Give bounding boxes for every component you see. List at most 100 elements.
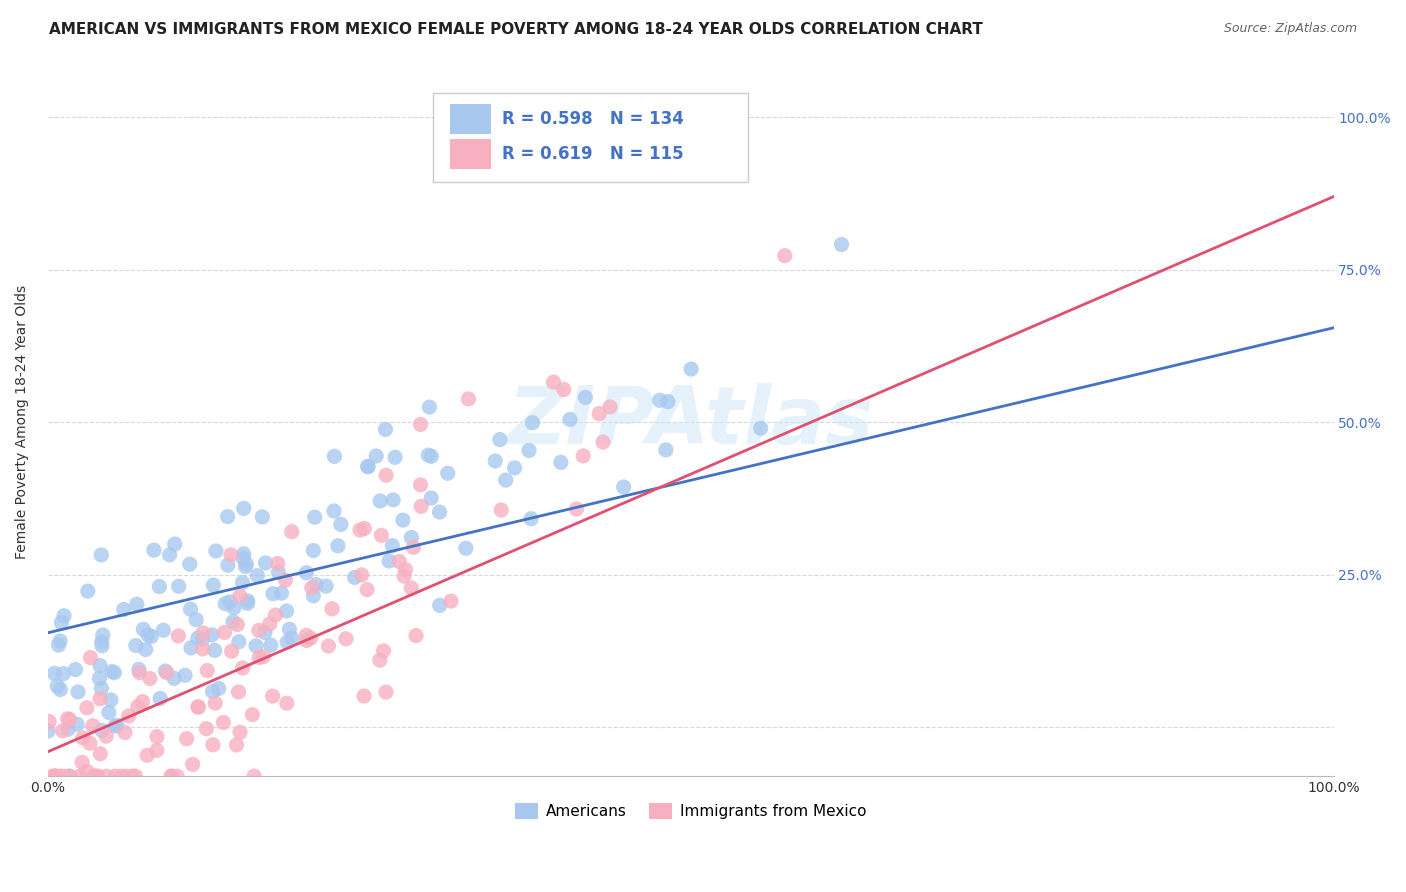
Point	[323, 504, 346, 518]
Point	[246, 568, 269, 582]
Point	[66, 717, 89, 731]
Point	[247, 624, 270, 638]
Point	[187, 699, 209, 714]
Point	[219, 548, 242, 562]
Point	[260, 638, 283, 652]
Point	[115, 769, 138, 783]
Point	[91, 639, 114, 653]
Text: ZIPAtlas: ZIPAtlas	[508, 384, 873, 461]
Point	[79, 650, 101, 665]
Point	[181, 757, 204, 772]
Point	[49, 682, 72, 697]
Point	[90, 723, 112, 738]
Text: R = 0.619   N = 115: R = 0.619 N = 115	[502, 145, 683, 163]
Point	[131, 695, 153, 709]
Point	[38, 714, 60, 729]
Point	[262, 587, 284, 601]
Point	[163, 671, 186, 685]
Point	[89, 671, 111, 685]
Point	[374, 422, 396, 436]
Point	[457, 392, 479, 406]
Point	[305, 577, 328, 591]
Point	[191, 641, 214, 656]
Point	[124, 769, 146, 783]
Point	[179, 557, 201, 571]
Point	[489, 503, 512, 517]
Point	[212, 715, 235, 730]
Point	[343, 570, 366, 584]
Point	[384, 450, 406, 465]
Point	[176, 731, 198, 746]
Point	[350, 568, 373, 582]
Point	[370, 528, 392, 542]
Point	[420, 491, 443, 505]
Point	[49, 769, 72, 783]
Point	[353, 689, 375, 703]
Point	[201, 628, 224, 642]
Point	[295, 566, 318, 580]
Point	[72, 731, 94, 745]
Point	[89, 747, 111, 761]
Point	[773, 249, 796, 263]
Point	[409, 478, 432, 492]
Point	[76, 764, 98, 779]
Point	[217, 509, 239, 524]
Point	[56, 712, 79, 726]
Point	[276, 635, 298, 649]
Point	[648, 393, 671, 408]
Point	[214, 597, 236, 611]
Text: AMERICAN VS IMMIGRANTS FROM MEXICO FEMALE POVERTY AMONG 18-24 YEAR OLDS CORRELAT: AMERICAN VS IMMIGRANTS FROM MEXICO FEMAL…	[49, 22, 983, 37]
Point	[118, 709, 141, 723]
Point	[44, 769, 66, 783]
Point	[48, 638, 70, 652]
Point	[139, 672, 162, 686]
Point	[208, 681, 231, 696]
Point	[201, 684, 224, 698]
Point	[409, 417, 432, 432]
Point	[89, 658, 111, 673]
Point	[329, 517, 352, 532]
FancyBboxPatch shape	[450, 139, 491, 169]
Point	[318, 639, 340, 653]
Point	[522, 416, 544, 430]
Legend: Americans, Immigrants from Mexico: Americans, Immigrants from Mexico	[509, 797, 873, 825]
Point	[100, 693, 122, 707]
Point	[136, 628, 159, 642]
Point	[418, 400, 440, 414]
Point	[42, 769, 65, 783]
Point	[681, 362, 703, 376]
Point	[349, 523, 371, 537]
Point	[52, 769, 75, 783]
Point	[382, 492, 405, 507]
Point	[90, 635, 112, 649]
Point	[405, 629, 427, 643]
Point	[167, 629, 190, 643]
Point	[166, 769, 188, 783]
Point	[335, 632, 357, 646]
Point	[217, 558, 239, 573]
Point	[264, 607, 287, 622]
Point	[356, 582, 378, 597]
Point	[167, 579, 190, 593]
Point	[454, 541, 477, 556]
Point	[97, 706, 120, 720]
Point	[375, 468, 398, 483]
Point	[128, 665, 150, 680]
Point	[94, 729, 117, 743]
Point	[110, 769, 132, 783]
Point	[103, 665, 125, 680]
Point	[187, 631, 209, 645]
Point	[180, 602, 202, 616]
Point	[270, 586, 292, 600]
Point	[253, 625, 276, 640]
Point	[236, 596, 259, 610]
Point	[266, 557, 288, 571]
Point	[274, 573, 297, 587]
Point	[392, 569, 415, 583]
Point	[240, 707, 263, 722]
Point	[565, 502, 588, 516]
Point	[125, 597, 148, 611]
Point	[83, 769, 105, 783]
Point	[204, 696, 226, 710]
Point	[252, 509, 274, 524]
